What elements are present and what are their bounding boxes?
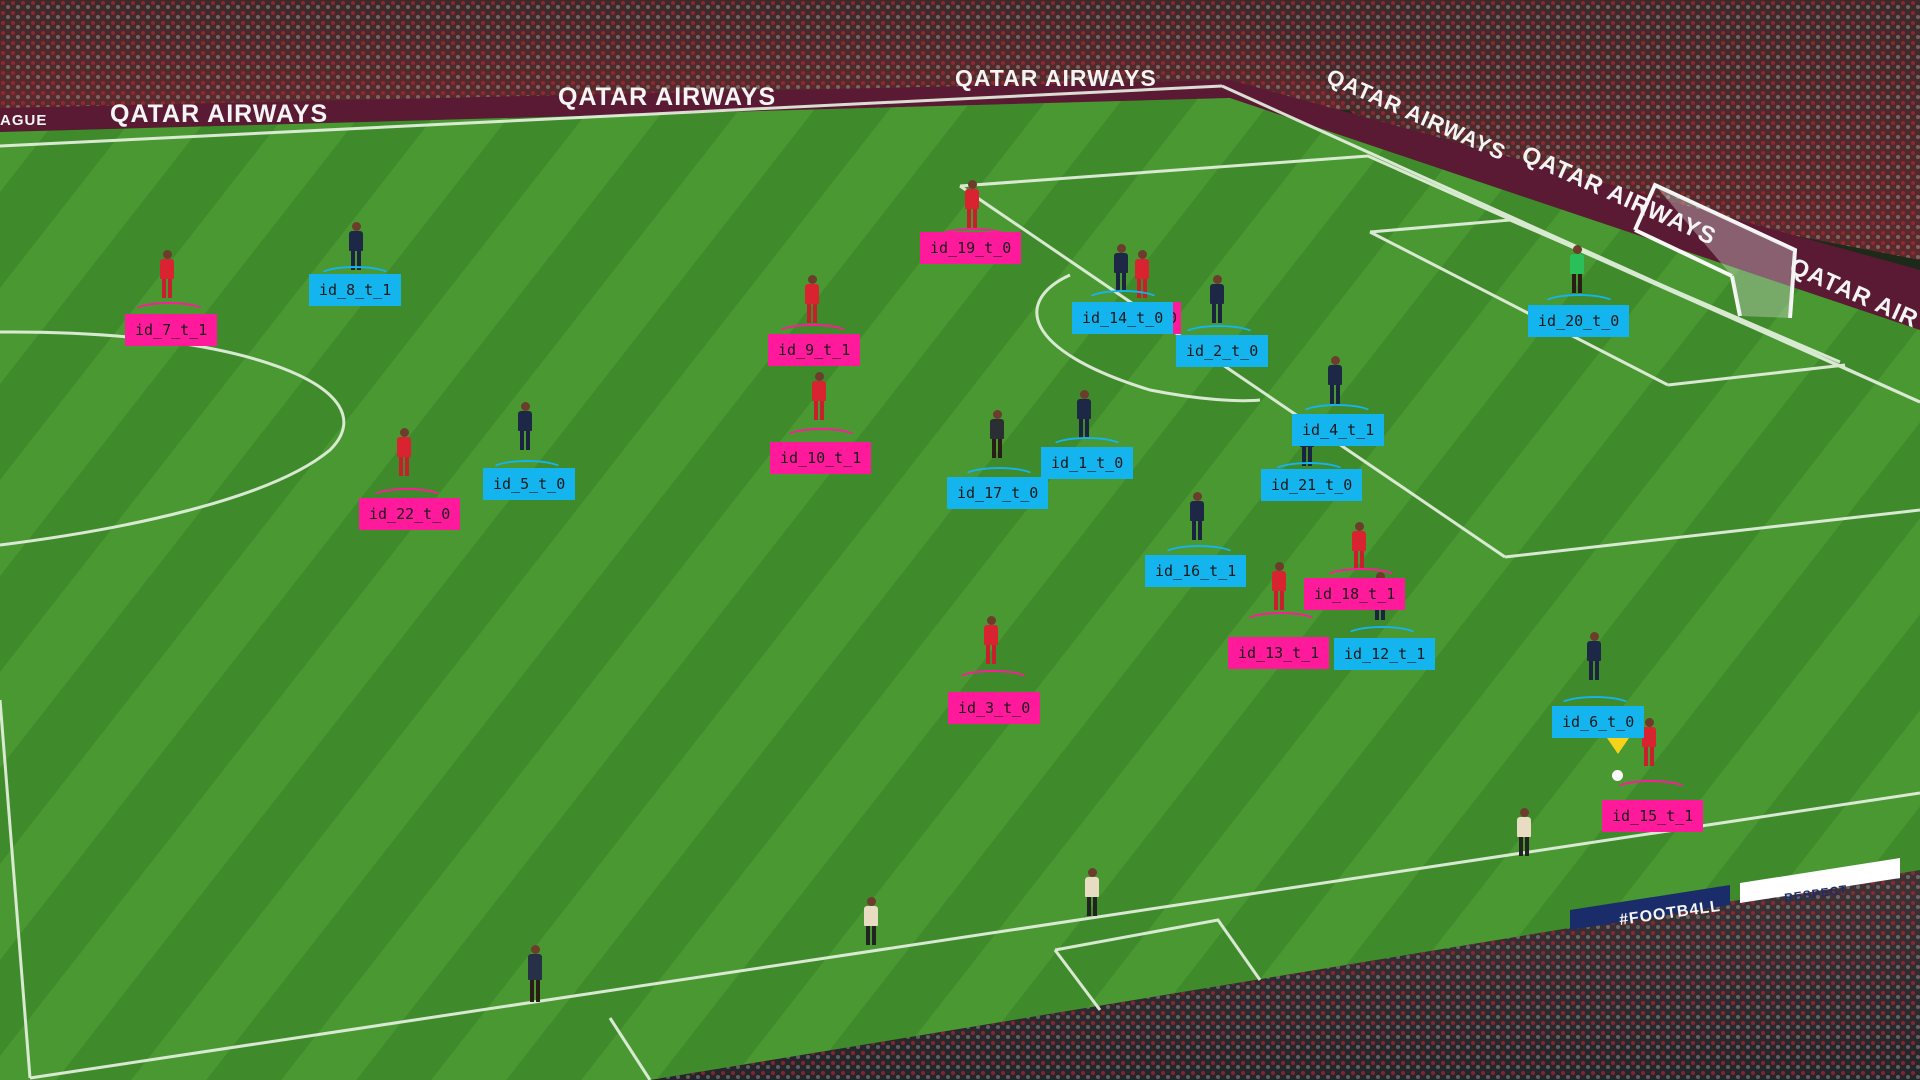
track-label: id_3_t_0: [948, 692, 1041, 724]
player-figure: [1585, 632, 1603, 680]
track-ring: [956, 670, 1030, 690]
track-label: id_4_t_1: [1292, 414, 1385, 446]
track-label: id_16_t_1: [1145, 555, 1247, 587]
track-label: id_14_t_0: [1072, 302, 1174, 334]
track-label: id_1_t_0: [1041, 447, 1134, 479]
track-ring: [784, 428, 858, 448]
player-figure: [1075, 390, 1093, 438]
ad-board-text: QATAR AIRWAYS: [955, 65, 1157, 91]
player-figure: [1112, 244, 1130, 292]
track-ring: [318, 266, 392, 286]
track-ring: [776, 324, 850, 344]
track-label: id_21_t_0: [1261, 469, 1363, 501]
track-label: id_17_t_0: [947, 477, 1049, 509]
player-figure: [1640, 718, 1658, 766]
track-ring: [962, 467, 1036, 487]
player-figure: [1350, 522, 1368, 570]
track-ring: [1558, 696, 1632, 716]
track-label: id_12_t_1: [1334, 638, 1436, 670]
official-figure: [862, 897, 880, 945]
track-ring: [1086, 290, 1160, 310]
track-ring: [1244, 612, 1318, 632]
player-figure: [810, 372, 828, 420]
coach-figure: [526, 945, 544, 1002]
track-label: id_13_t_1: [1228, 637, 1330, 669]
track-ring: [1182, 325, 1256, 345]
goalkeeper-figure: [1568, 245, 1586, 293]
player-figure: [1188, 492, 1206, 540]
official-figure: [1515, 808, 1533, 856]
track-label: id_8_t_1: [309, 274, 402, 306]
track-label: id_19_t_0: [920, 232, 1022, 264]
ball-marker-icon: [1607, 738, 1629, 754]
player-figure: [158, 250, 176, 298]
player-figure: [395, 428, 413, 476]
track-label: id_20_t_0: [1528, 305, 1630, 337]
official-figure: [1083, 868, 1101, 916]
track-label: id_6_t_0: [1552, 706, 1645, 738]
track-label: id_9_t_1: [768, 334, 861, 366]
player-figure: [1326, 356, 1344, 404]
track-ring: [1345, 626, 1419, 646]
track-label: id_15_t_1: [1602, 800, 1704, 832]
track-ring: [936, 228, 1010, 248]
referee-figure: [988, 410, 1006, 458]
track-ring: [1542, 294, 1616, 314]
player-figure: [963, 180, 981, 228]
track-label: id_2_t_0: [1176, 335, 1269, 367]
track-label: id_10_t_1: [770, 442, 872, 474]
ad-board-text: AGUE: [0, 112, 47, 129]
track-ring: [1300, 404, 1374, 424]
track-label: id_5_t_0: [483, 468, 576, 500]
player-figure: [1133, 250, 1151, 298]
player-figure: [516, 402, 534, 450]
track-ring: [370, 488, 444, 508]
track-ring: [1162, 545, 1236, 565]
player-figure: [803, 275, 821, 323]
track-ring: [1272, 462, 1346, 482]
track-ring: [1324, 568, 1398, 588]
player-figure: [1208, 275, 1226, 323]
track-label: id_18_t_1: [1304, 578, 1406, 610]
ad-board-text: QATAR AIRWAYS: [558, 83, 776, 111]
track-label: id_7_t_1: [125, 314, 218, 346]
track-ring: [490, 460, 564, 480]
track-ring: [132, 302, 206, 322]
player-figure: [347, 222, 365, 270]
player-figure: [1270, 562, 1288, 610]
track-ring: [1050, 437, 1124, 457]
player-figure: [982, 616, 1000, 664]
ball: [1612, 770, 1623, 781]
track-ring: [1614, 780, 1688, 800]
track-label: id_22_t_0: [359, 498, 461, 530]
ad-board-text: QATAR AIRWAYS: [110, 100, 328, 128]
